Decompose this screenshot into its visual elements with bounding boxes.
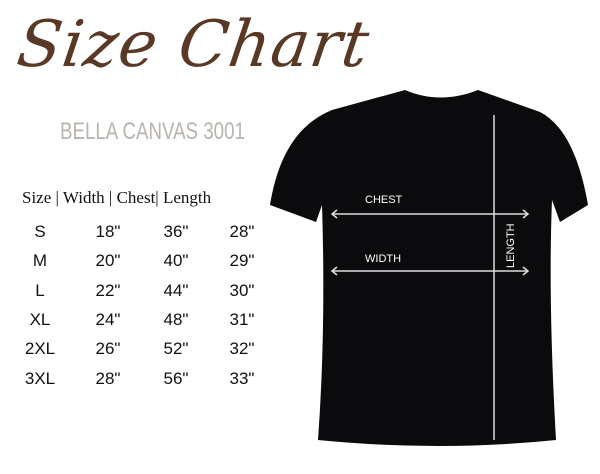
cell-length: 28" <box>229 222 255 241</box>
cell-length: 33" <box>229 368 255 388</box>
table-row: M 20" 40" 29" <box>22 251 282 275</box>
cell-size: 3XL <box>24 368 56 388</box>
tshirt-shape <box>270 90 588 446</box>
cell-length: 31" <box>229 309 255 329</box>
cell-width: 20" <box>95 251 121 271</box>
cell-size: S <box>34 222 46 241</box>
cell-chest: 56" <box>163 368 189 388</box>
cell-width: 18" <box>95 222 121 241</box>
length-label: LENGTH <box>505 223 517 268</box>
table-row: L 22" 44" 30" <box>22 281 282 305</box>
cell-size: M <box>32 251 48 271</box>
cell-width: 26" <box>95 339 121 359</box>
cell-size: 2XL <box>24 339 56 359</box>
width-arrowheads <box>330 266 530 276</box>
cell-size: L <box>35 280 45 300</box>
table-row: XL 24" 48" 31" <box>22 310 282 334</box>
cell-width: 24" <box>95 309 121 329</box>
table-row: 2XL 26" 52" 32" <box>22 339 282 363</box>
cell-chest: 40" <box>163 251 189 271</box>
cell-chest: 48" <box>163 309 189 329</box>
cell-length: 29" <box>229 251 255 271</box>
cell-width: 22" <box>95 280 121 300</box>
table-header: Size | Width | Chest| Length <box>22 188 212 207</box>
cell-length: 32" <box>229 339 255 359</box>
chest-label: CHEST <box>365 194 403 206</box>
product-name: BELLA CANVAS 3001 <box>60 118 245 145</box>
width-label: WIDTH <box>365 253 401 265</box>
cell-chest: 36" <box>163 222 189 241</box>
table-row: 3XL 28" 56" 33" <box>22 369 282 393</box>
cell-chest: 44" <box>163 280 189 300</box>
cell-length: 30" <box>229 280 255 300</box>
cell-chest: 52" <box>163 339 189 359</box>
chest-arrowheads <box>330 209 530 219</box>
cell-width: 28" <box>95 368 121 388</box>
table-row: S 18" 36" 28" <box>22 222 282 246</box>
cell-size: XL <box>29 309 51 329</box>
